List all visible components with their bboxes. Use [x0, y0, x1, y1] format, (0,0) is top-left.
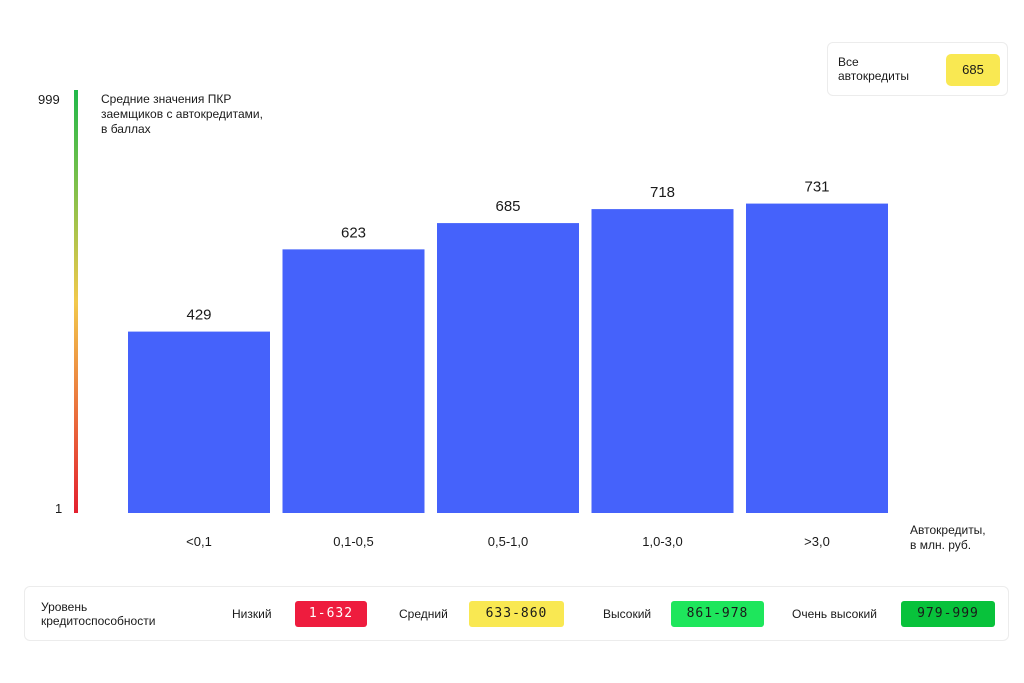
x-tick-label: 1,0-3,0 [642, 534, 682, 549]
legend-title: Уровень кредитоспособности [41, 600, 156, 628]
legend-item-label: Низкий [232, 607, 272, 621]
legend-item-label: Очень высокий [792, 607, 877, 621]
chart-title: Средние значения ПКР заемщиков с автокред… [101, 92, 263, 136]
legend-item-label: Высокий [603, 607, 652, 621]
bar [282, 249, 425, 513]
credit-level-legend: Уровень кредитоспособности Низкий 1-632 … [24, 586, 1009, 641]
bar-chart: 999 1 Средние значения ПКР заемщиков с ав… [38, 90, 986, 552]
y-axis-gradient-bar [74, 90, 78, 513]
bar-value-label: 718 [650, 184, 675, 201]
legend-item-range: 1-632 [295, 601, 367, 627]
legend-item-range: 861-978 [671, 601, 764, 627]
y-tick-label-max: 999 [38, 92, 60, 107]
bar-value-label: 685 [495, 198, 520, 215]
bars-group: 429 <0,1 623 0,1-0,5 685 0,5-1,0 718 1,0-3,0 731… [128, 179, 888, 549]
x-tick-label: >3,0 [804, 534, 830, 549]
x-tick-label: 0,5-1,0 [488, 534, 528, 549]
bar [591, 209, 734, 513]
summary-label: Все автокредиты [838, 55, 909, 83]
bar-value-label: 731 [804, 179, 829, 196]
summary-card: Все автокредиты 685 [827, 42, 1008, 96]
bar [437, 223, 579, 513]
x-tick-label: <0,1 [186, 534, 212, 549]
y-tick-label-min: 1 [55, 501, 62, 516]
legend-item-label: Средний [399, 607, 448, 621]
legend-item-range: 633-860 [469, 601, 564, 627]
summary-value-badge: 685 [946, 54, 1000, 86]
x-tick-label: 0,1-0,5 [333, 534, 373, 549]
bar-value-label: 429 [186, 307, 211, 324]
bar-value-label: 623 [341, 224, 366, 241]
bar [746, 203, 888, 513]
bar [128, 331, 270, 513]
legend-item-range: 979-999 [901, 601, 995, 627]
x-axis-label: Автокредиты, в млн. руб. [910, 523, 986, 552]
